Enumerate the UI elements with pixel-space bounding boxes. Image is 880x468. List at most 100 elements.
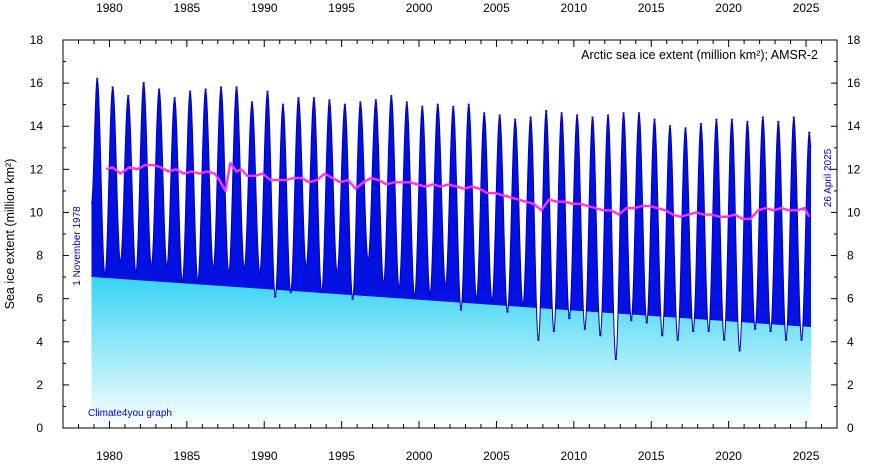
annual-min-point bbox=[645, 321, 648, 324]
annual-max-point bbox=[498, 114, 501, 117]
y-tick-label-right: 18 bbox=[847, 33, 861, 47]
annual-max-point bbox=[111, 86, 114, 89]
extent-seasonal-band bbox=[91, 78, 811, 360]
annual-min-point bbox=[521, 303, 525, 307]
annual-min-point bbox=[243, 267, 246, 270]
annual-max-point bbox=[96, 77, 99, 81]
y-tick-label-left: 4 bbox=[36, 335, 43, 349]
y-tick-label-right: 6 bbox=[847, 292, 854, 306]
annual-min-point bbox=[676, 338, 679, 341]
annual-min-point bbox=[707, 329, 710, 333]
annual-max-point bbox=[591, 116, 594, 119]
annual-min-point bbox=[769, 329, 772, 333]
annual-max-point bbox=[544, 109, 548, 113]
y-tick-label-left: 8 bbox=[36, 249, 43, 263]
x-tick-label-bottom: 2020 bbox=[715, 449, 742, 463]
annual-max-point bbox=[266, 90, 269, 93]
annual-max-point bbox=[606, 114, 610, 117]
annual-max-point bbox=[467, 103, 470, 106]
y-tick-label-left: 2 bbox=[36, 378, 43, 392]
annual-min-point bbox=[413, 295, 416, 298]
running-mean-line bbox=[105, 161, 811, 221]
annual-max-point bbox=[761, 116, 765, 119]
annual-max-point bbox=[173, 97, 176, 100]
x-tick-label-top: 2005 bbox=[483, 1, 510, 15]
annual-max-point bbox=[529, 116, 532, 119]
x-tick-label-bottom: 2005 bbox=[483, 449, 510, 463]
annual-min-point bbox=[630, 319, 633, 322]
chart-title: Arctic sea ice extent (million km²); AMS… bbox=[581, 48, 818, 62]
annual-max-point bbox=[483, 112, 486, 115]
y-tick-label-right: 0 bbox=[847, 421, 854, 435]
annual-min-point bbox=[568, 316, 571, 320]
annual-min-point bbox=[738, 349, 741, 352]
x-tick-label-top: 1990 bbox=[251, 1, 278, 15]
annual-min-point bbox=[506, 310, 509, 313]
annual-max-point bbox=[730, 118, 734, 121]
y-tick-label-left: 0 bbox=[36, 421, 43, 435]
annual-max-point bbox=[436, 103, 439, 106]
end-date-note: 26 April 2025 bbox=[823, 148, 834, 207]
annual-min-point bbox=[150, 265, 153, 268]
x-tick-label-top: 2025 bbox=[793, 1, 820, 15]
y-tick-label-right: 8 bbox=[847, 249, 854, 263]
x-tick-label-bottom: 1980 bbox=[96, 449, 123, 463]
x-tick-label-top: 2020 bbox=[715, 1, 742, 15]
annual-min-point bbox=[444, 284, 447, 287]
x-tick-label-top: 1985 bbox=[173, 1, 200, 15]
y-tick-label-right: 10 bbox=[847, 205, 861, 219]
annual-min-point bbox=[784, 338, 788, 341]
annual-max-point bbox=[513, 118, 517, 121]
x-tick-label-bottom: 1995 bbox=[328, 449, 355, 463]
annual-max-point bbox=[390, 94, 393, 98]
annual-max-point bbox=[637, 112, 641, 115]
credit-label: Climate4you graph bbox=[88, 408, 172, 419]
x-tick-label-bottom: 1985 bbox=[173, 449, 200, 463]
annual-min-point bbox=[382, 282, 385, 285]
y-tick-label-left: 6 bbox=[36, 292, 43, 306]
annual-max-point bbox=[359, 101, 362, 104]
annual-min-point bbox=[165, 265, 169, 268]
annual-max-point bbox=[746, 120, 749, 124]
annual-min-point bbox=[289, 291, 292, 294]
y-tick-label-right: 16 bbox=[847, 76, 861, 90]
x-tick-label-top: 1995 bbox=[328, 1, 355, 15]
annual-max-point bbox=[328, 99, 331, 102]
annual-min-point bbox=[212, 267, 215, 270]
x-tick-label-bottom: 2015 bbox=[638, 449, 665, 463]
annual-min-point bbox=[134, 271, 138, 274]
y-tick-label-left: 14 bbox=[30, 119, 44, 133]
annual-min-point bbox=[119, 260, 122, 264]
y-tick-label-left: 16 bbox=[30, 76, 44, 90]
annual-max-point bbox=[142, 81, 145, 85]
annual-min-point bbox=[552, 329, 556, 333]
annual-max-point bbox=[699, 122, 703, 126]
y-tick-label-left: 12 bbox=[30, 162, 44, 176]
annual-max-point bbox=[452, 105, 455, 109]
annual-min-point bbox=[722, 338, 726, 341]
annual-min-point bbox=[475, 297, 478, 300]
annual-min-point bbox=[800, 338, 803, 341]
annual-min-point bbox=[103, 273, 107, 277]
annual-min-point bbox=[459, 308, 463, 311]
annual-max-point bbox=[374, 99, 378, 102]
annual-max-point bbox=[622, 112, 625, 115]
x-tick-label-top: 2000 bbox=[406, 1, 433, 15]
annual-max-point bbox=[297, 97, 300, 100]
y-tick-label-left: 18 bbox=[30, 33, 44, 47]
annual-min-point bbox=[599, 334, 602, 337]
x-tick-label-bottom: 2025 bbox=[793, 449, 820, 463]
annual-max-point bbox=[250, 101, 254, 104]
annual-min-point bbox=[397, 286, 401, 290]
annual-min-point bbox=[304, 265, 308, 268]
y-tick-label-left: 10 bbox=[30, 205, 44, 219]
annual-min-point bbox=[320, 291, 323, 294]
annual-max-point bbox=[219, 86, 223, 89]
annual-max-point bbox=[204, 88, 207, 91]
annual-max-point bbox=[560, 112, 563, 115]
annual-min-point bbox=[661, 334, 664, 337]
annual-max-point bbox=[715, 118, 718, 121]
annual-min-point bbox=[537, 338, 540, 341]
x-tick-label-bottom: 2010 bbox=[560, 449, 587, 463]
